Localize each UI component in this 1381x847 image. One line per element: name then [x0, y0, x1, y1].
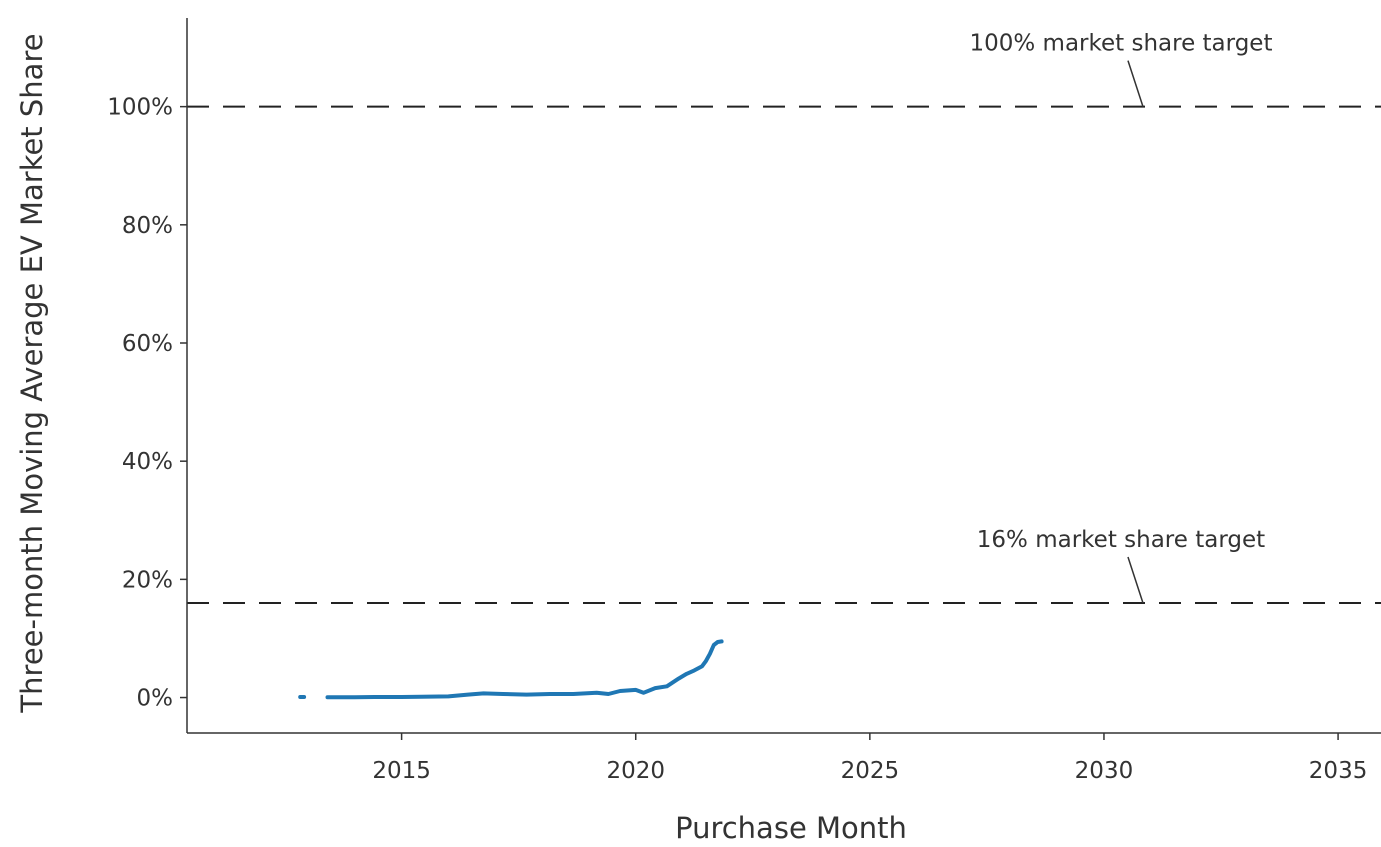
y-tick-label: 80% [122, 213, 173, 239]
x-tick-label: 2030 [1075, 758, 1134, 784]
x-ticks-layer: 2015 2020 2025 2030 2035 [372, 733, 1367, 784]
series-layer [300, 641, 722, 697]
y-tick-label: 40% [122, 449, 173, 475]
y-ticks-layer: 0% 20% 40% 60% 80% 100% [107, 95, 187, 712]
y-axis-title: Three-month Moving Average EV Market Sha… [15, 33, 49, 713]
annotation-label: 16% market share target [977, 527, 1265, 553]
y-tick-label: 0% [137, 686, 174, 712]
y-tick-label: 100% [107, 95, 173, 121]
x-tick-label: 2020 [606, 758, 665, 784]
y-tick-label: 20% [122, 567, 173, 593]
annotation-arrow [1128, 557, 1143, 603]
axes-layer [187, 18, 1381, 733]
annotations-layer: 100% market share target 16% market share… [969, 31, 1272, 603]
annotation-label: 100% market share target [969, 31, 1272, 57]
y-tick-label: 60% [122, 331, 173, 357]
x-tick-label: 2035 [1309, 758, 1368, 784]
x-tick-label: 2025 [841, 758, 900, 784]
x-tick-label: 2015 [372, 758, 431, 784]
series-line-segment [328, 641, 722, 697]
x-axis-title: Purchase Month [675, 811, 907, 843]
annotation-arrow [1128, 61, 1143, 107]
